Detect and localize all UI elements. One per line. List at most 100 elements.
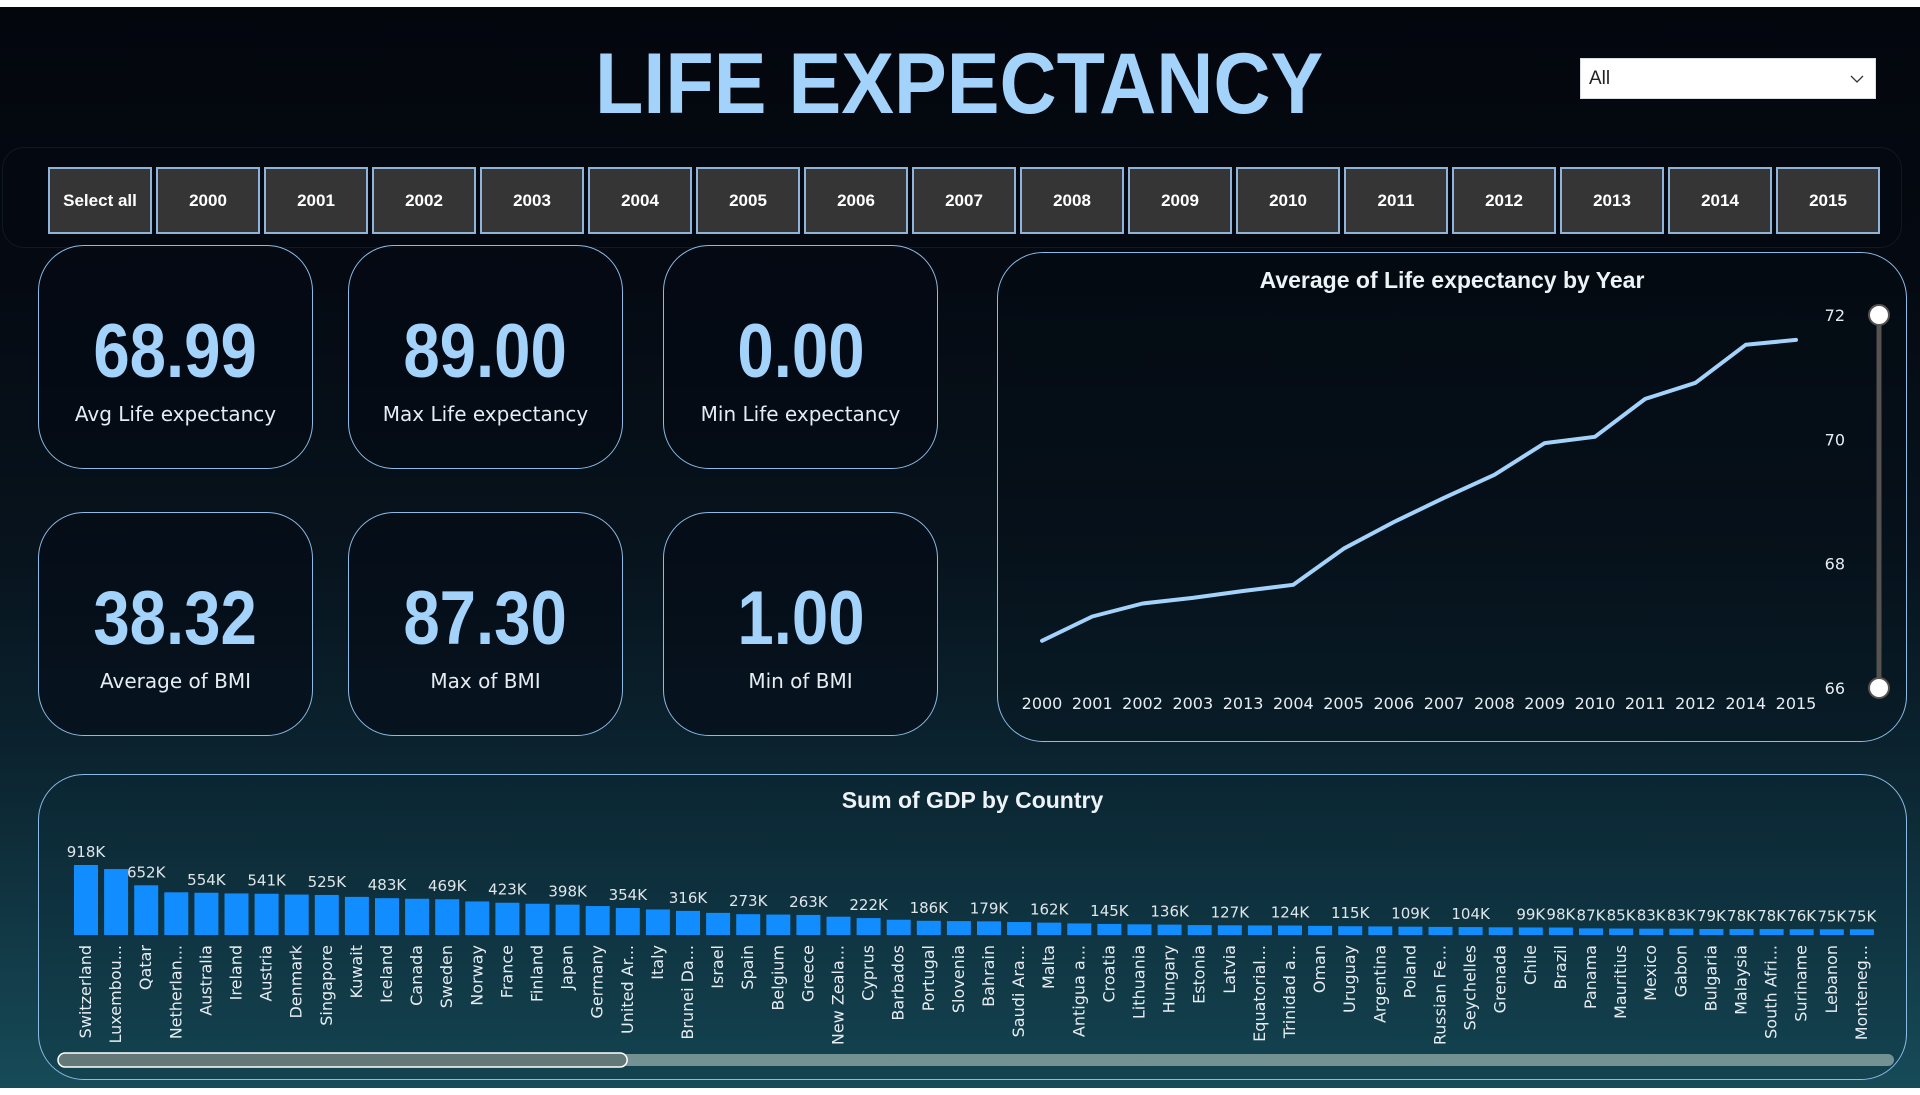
- slicer-year-button[interactable]: 2009: [1128, 167, 1232, 234]
- gdp-bar[interactable]: [1278, 925, 1302, 935]
- gdp-bar[interactable]: [1789, 929, 1814, 935]
- gdp-bar[interactable]: [1247, 925, 1272, 935]
- slicer-year-button[interactable]: 2002: [372, 167, 476, 234]
- gdp-bar[interactable]: [585, 906, 610, 935]
- gdp-bar[interactable]: [856, 918, 881, 935]
- x-category-label: Luxembou...: [106, 945, 125, 1044]
- gdp-bar[interactable]: [1699, 928, 1724, 935]
- bar-data-label: 186K: [910, 899, 950, 917]
- gdp-bar[interactable]: [977, 921, 1001, 935]
- gdp-bar[interactable]: [194, 892, 219, 935]
- gdp-bar[interactable]: [796, 914, 821, 935]
- gdp-bar[interactable]: [1037, 922, 1062, 935]
- gdp-bar[interactable]: [1759, 929, 1784, 935]
- slicer-year-button[interactable]: 2006: [804, 167, 908, 234]
- x-category-label: Mauritius: [1611, 945, 1630, 1019]
- kpi-label: Average of BMI: [100, 669, 251, 693]
- gdp-bar[interactable]: [1217, 925, 1242, 935]
- horizontal-scrollbar-thumb[interactable]: [57, 1052, 628, 1068]
- dashboard-canvas: LIFE EXPECTANCY All Select all 2000 2001 20…: [0, 7, 1920, 1088]
- slicer-year-button[interactable]: 2013: [1560, 167, 1664, 234]
- gdp-bar[interactable]: [164, 892, 189, 935]
- slicer-year-button[interactable]: 2012: [1452, 167, 1556, 234]
- bar-chart-title: Sum of GDP by Country: [841, 787, 1104, 813]
- slicer-year-button[interactable]: 2010: [1236, 167, 1340, 234]
- gdp-bar[interactable]: [1729, 929, 1754, 935]
- y-range-slider-max-handle[interactable]: [1868, 304, 1890, 326]
- gdp-bar[interactable]: [1579, 928, 1603, 935]
- filter-dropdown[interactable]: All: [1580, 58, 1876, 99]
- gdp-bar[interactable]: [375, 898, 399, 935]
- gdp-bar[interactable]: [826, 916, 851, 935]
- gdp-bar[interactable]: [495, 902, 520, 935]
- gdp-bar[interactable]: [224, 893, 249, 935]
- x-category-label: Canada: [407, 945, 426, 1006]
- gdp-bar[interactable]: [1669, 928, 1694, 935]
- bar-data-label: 918K: [67, 843, 107, 861]
- slicer-select-all-button[interactable]: Select all: [48, 167, 152, 234]
- slicer-year-button[interactable]: 2001: [264, 167, 368, 234]
- slicer-year-button[interactable]: 2003: [480, 167, 584, 234]
- gdp-bar[interactable]: [1338, 926, 1363, 935]
- slicer-year-button[interactable]: 2015: [1776, 167, 1880, 234]
- slicer-year-button[interactable]: 2007: [912, 167, 1016, 234]
- gdp-bar[interactable]: [284, 894, 309, 935]
- slicer-year-button[interactable]: 2005: [696, 167, 800, 234]
- gdp-bar[interactable]: [435, 899, 460, 935]
- gdp-bar[interactable]: [1518, 927, 1543, 935]
- gdp-bar[interactable]: [615, 908, 640, 935]
- gdp-bar[interactable]: [525, 903, 550, 935]
- gdp-bar[interactable]: [134, 885, 159, 935]
- x-tick-label: 2014: [1725, 694, 1766, 713]
- x-category-label: Chile: [1521, 945, 1540, 985]
- gdp-bar[interactable]: [104, 869, 129, 935]
- kpi-card-max-bmi: 87.30 Max of BMI: [348, 512, 623, 736]
- gdp-bar[interactable]: [1819, 929, 1844, 935]
- slicer-year-button[interactable]: 2011: [1344, 167, 1448, 234]
- gdp-bar[interactable]: [1398, 926, 1423, 935]
- gdp-bar[interactable]: [1609, 928, 1634, 935]
- gdp-bar[interactable]: [676, 910, 700, 935]
- gdp-bar[interactable]: [1368, 926, 1393, 935]
- gdp-bar[interactable]: [886, 919, 911, 935]
- gdp-bar[interactable]: [1097, 923, 1122, 935]
- gdp-bar[interactable]: [1458, 927, 1483, 935]
- year-slicer: Select all 2000 2001 2002 2003 2004 2005 2006 20…: [48, 167, 1880, 234]
- gdp-bar[interactable]: [645, 909, 670, 935]
- gdp-bar[interactable]: [1548, 927, 1573, 935]
- gdp-bar[interactable]: [1067, 923, 1092, 935]
- gdp-bar[interactable]: [555, 904, 580, 935]
- gdp-bar[interactable]: [1428, 926, 1453, 935]
- gdp-bar[interactable]: [344, 896, 369, 935]
- gdp-bar[interactable]: [254, 893, 279, 935]
- gdp-bar[interactable]: [766, 914, 791, 935]
- slicer-year-button[interactable]: 2004: [588, 167, 692, 234]
- gdp-bar[interactable]: [736, 914, 761, 935]
- gdp-bar[interactable]: [946, 921, 971, 935]
- line-chart: 2000 2001 2002 2003 2013 2004 2005 2006 2007 2008…: [1022, 304, 1890, 713]
- slicer-year-button[interactable]: 2000: [156, 167, 260, 234]
- bar-data-label: 469K: [428, 877, 468, 895]
- gdp-bar[interactable]: [706, 912, 731, 935]
- gdp-bar[interactable]: [314, 894, 339, 935]
- gdp-bar[interactable]: [1157, 924, 1182, 935]
- gdp-bar[interactable]: [1308, 925, 1333, 935]
- gdp-bar[interactable]: [1488, 927, 1513, 935]
- x-tick-label: 2008: [1474, 694, 1515, 713]
- x-category-label: Seychelles: [1461, 945, 1480, 1030]
- x-category-label: Antigua a...: [1069, 945, 1088, 1037]
- x-category-label: Belgium: [768, 945, 787, 1011]
- y-range-slider-min-handle[interactable]: [1868, 677, 1890, 699]
- gdp-bar[interactable]: [1639, 928, 1664, 935]
- slicer-year-button[interactable]: 2008: [1020, 167, 1124, 234]
- gdp-bar[interactable]: [1187, 925, 1212, 935]
- gdp-bar[interactable]: [1007, 922, 1032, 935]
- gdp-bar[interactable]: [405, 898, 430, 935]
- gdp-bar[interactable]: [74, 865, 98, 935]
- bar-data-label: 652K: [127, 863, 167, 881]
- gdp-bar[interactable]: [465, 901, 490, 935]
- gdp-bar[interactable]: [916, 920, 941, 935]
- gdp-bar[interactable]: [1127, 924, 1152, 935]
- gdp-bar[interactable]: [1849, 929, 1874, 935]
- slicer-year-button[interactable]: 2014: [1668, 167, 1772, 234]
